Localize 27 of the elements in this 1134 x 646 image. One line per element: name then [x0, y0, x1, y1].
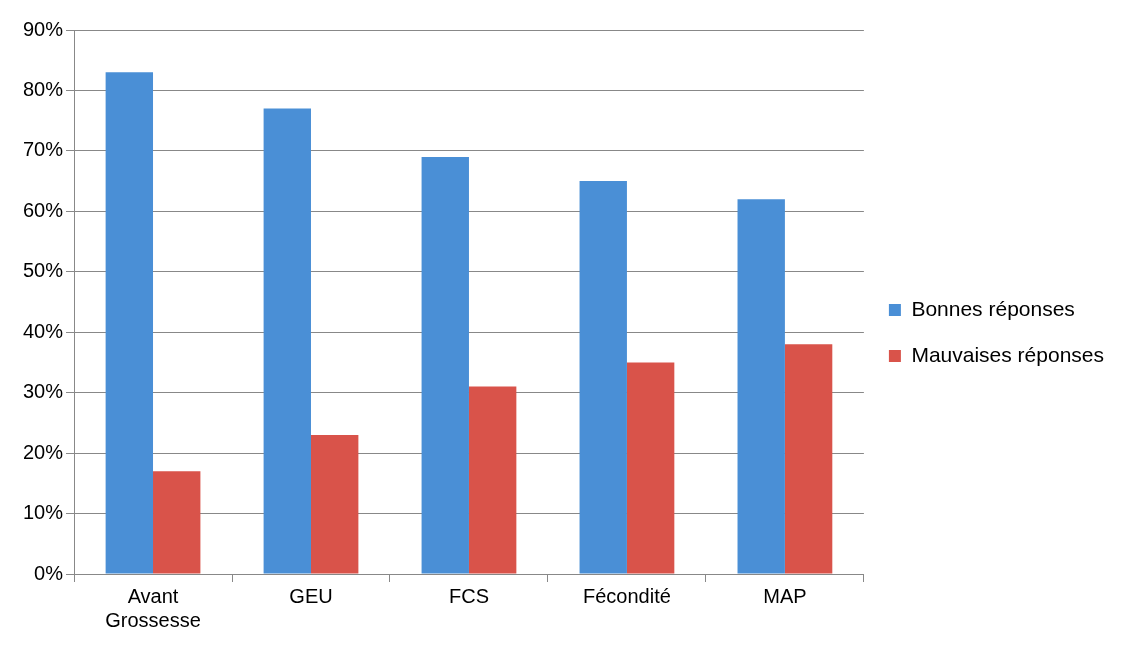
- y-tick-label: 20%: [23, 440, 64, 463]
- y-tick-label: 30%: [23, 380, 64, 403]
- bar: [310, 434, 359, 574]
- x-tick-label: MAP: [763, 584, 807, 607]
- y-tick-label: 50%: [23, 259, 64, 282]
- y-tick-label: 0%: [34, 561, 64, 584]
- y-tick-label: 90%: [23, 17, 64, 40]
- legend-label: Mauvaises réponses: [911, 342, 1105, 366]
- bar: [626, 362, 675, 574]
- legend-label: Bonnes réponses: [911, 296, 1075, 320]
- x-tick-label: GEU: [289, 584, 333, 607]
- x-tick-label: Avant Grossesse: [105, 584, 201, 631]
- x-tick-label: FCS: [448, 584, 489, 607]
- bar: [153, 471, 201, 574]
- bar: [421, 156, 469, 574]
- bar: [263, 108, 311, 574]
- bar: [784, 344, 833, 574]
- y-tick-label: 10%: [23, 501, 64, 524]
- bar: [468, 386, 517, 574]
- y-tick-label: 60%: [23, 198, 64, 221]
- y-tick-label: 80%: [23, 77, 64, 100]
- bar: [105, 72, 154, 574]
- y-tick-label: 40%: [23, 319, 64, 342]
- x-tick-label: Fécondité: [583, 584, 671, 607]
- bar: [579, 181, 627, 574]
- y-tick-label: 70%: [23, 138, 64, 161]
- bar: [737, 199, 785, 574]
